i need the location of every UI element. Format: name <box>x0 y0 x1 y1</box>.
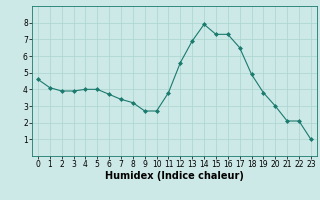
X-axis label: Humidex (Indice chaleur): Humidex (Indice chaleur) <box>105 171 244 181</box>
